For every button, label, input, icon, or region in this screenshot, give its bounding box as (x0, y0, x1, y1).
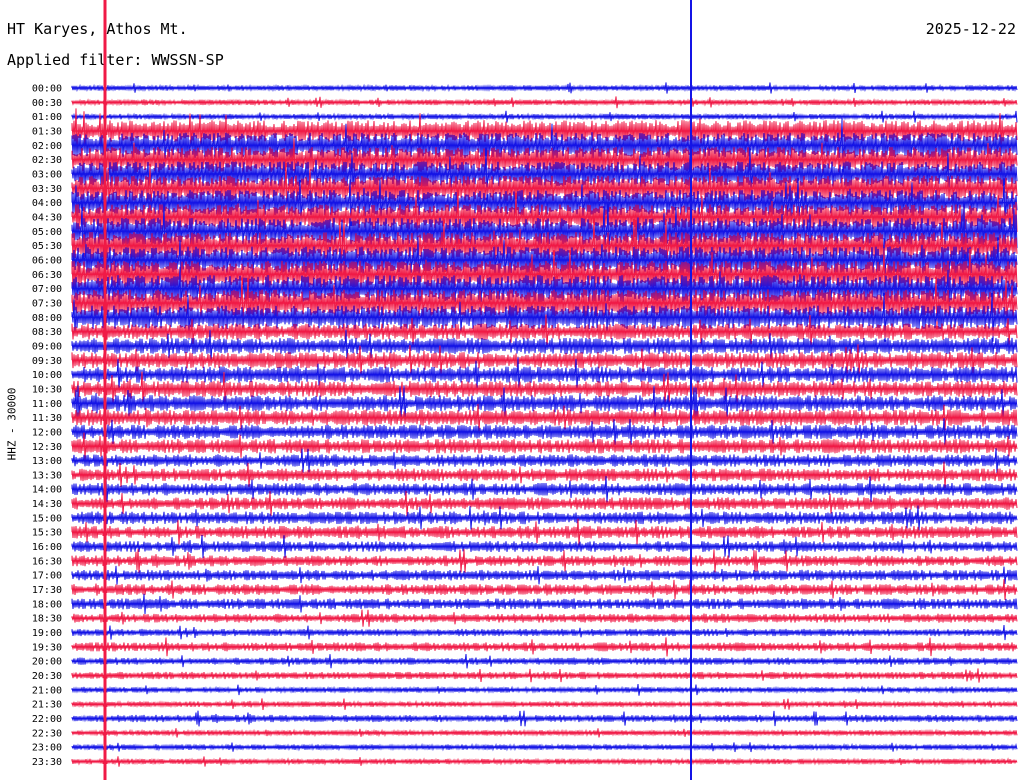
seismic-trace (71, 609, 1018, 627)
seismic-trace (71, 357, 1018, 393)
time-tick-label: 20:30 (32, 671, 62, 682)
time-tick-label: 18:30 (32, 614, 62, 625)
seismic-trace (71, 177, 1018, 228)
time-tick-label: 14:30 (32, 499, 62, 510)
time-tick-label: 10:30 (32, 384, 62, 395)
station-title: HT Karyes, Athos Mt. (7, 20, 188, 38)
seismic-trace (71, 248, 1018, 301)
seismic-trace (71, 385, 1018, 422)
time-tick-label: 13:30 (32, 470, 62, 481)
time-tick-label: 15:00 (32, 513, 62, 524)
time-tick-label: 15:30 (32, 528, 62, 539)
time-tick-label: 05:00 (32, 227, 62, 238)
seismic-trace (71, 216, 1018, 275)
time-tick-label: 18:00 (32, 599, 62, 610)
time-tick-label: 21:30 (32, 700, 62, 711)
time-tick-label: 09:30 (32, 356, 62, 367)
time-tick-label: 03:30 (32, 184, 62, 195)
time-tick-label: 10:00 (32, 370, 62, 381)
seismic-trace (71, 518, 1018, 546)
time-tick-label: 06:30 (32, 270, 62, 281)
time-tick-label: 12:00 (32, 427, 62, 438)
time-tick-label: 22:00 (32, 714, 62, 725)
seismic-trace (71, 490, 1018, 517)
time-tick-label: 07:00 (32, 284, 62, 295)
date-label: 2025-12-22 (925, 20, 1016, 38)
time-tick-label: 16:30 (32, 556, 62, 567)
time-tick-label: 04:00 (32, 198, 62, 209)
seismic-trace (71, 593, 1018, 615)
time-tick-label: 07:30 (32, 298, 62, 309)
time-tick-label: 01:30 (32, 126, 62, 137)
time-tick-label: 06:00 (32, 255, 62, 266)
seismic-trace (71, 292, 1018, 342)
time-tick-label: 08:00 (32, 313, 62, 324)
time-tick-label: 01:00 (32, 112, 62, 123)
time-tick-label: 20:00 (32, 657, 62, 668)
time-tick-label: 23:00 (32, 743, 62, 754)
time-tick-label: 21:00 (32, 685, 62, 696)
seismic-trace (71, 108, 1018, 154)
time-tick-label: 04:30 (32, 212, 62, 223)
seismic-trace (71, 329, 1018, 363)
time-tick-label: 11:00 (32, 399, 62, 410)
time-tick-label: 13:00 (32, 456, 62, 467)
time-tick-label: 02:30 (32, 155, 62, 166)
time-tick-label: 19:00 (32, 628, 62, 639)
seismic-trace (71, 534, 1018, 559)
seismic-trace (71, 549, 1018, 573)
seismic-trace (71, 162, 1018, 214)
time-tick-label: 09:00 (32, 341, 62, 352)
time-tick-label: 00:30 (32, 98, 62, 109)
time-tick-label: 08:30 (32, 327, 62, 338)
time-tick-label: 17:30 (32, 585, 62, 596)
seismic-trace (71, 237, 1018, 283)
seismic-trace (71, 710, 1018, 727)
seismic-trace (71, 201, 1018, 261)
time-tick-label: 16:00 (32, 542, 62, 553)
seismic-trace (71, 624, 1018, 641)
time-tick-label: 05:30 (32, 241, 62, 252)
seismic-trace (71, 147, 1018, 201)
seismic-trace (71, 118, 1018, 173)
seismic-trace (71, 403, 1018, 432)
time-tick-label: 23:30 (32, 757, 62, 768)
seismic-trace (71, 276, 1018, 330)
seismic-trace (71, 461, 1018, 489)
seismic-trace (71, 448, 1018, 473)
time-tick-label: 19:30 (32, 642, 62, 653)
seismic-trace (71, 475, 1018, 503)
time-tick-label: 02:00 (32, 141, 62, 152)
time-tick-label: 17:00 (32, 571, 62, 582)
filter-label: Applied filter: WWSSN-SP (7, 51, 224, 69)
time-tick-label: 03:00 (32, 169, 62, 180)
seismic-trace (71, 189, 1018, 245)
time-tick-label: 12:30 (32, 442, 62, 453)
seismic-trace (71, 344, 1018, 377)
time-tick-label: 00:00 (32, 84, 62, 95)
time-tick-label: 14:00 (32, 485, 62, 496)
time-tick-label: 11:30 (32, 413, 62, 424)
time-tick-label: 22:30 (32, 728, 62, 739)
